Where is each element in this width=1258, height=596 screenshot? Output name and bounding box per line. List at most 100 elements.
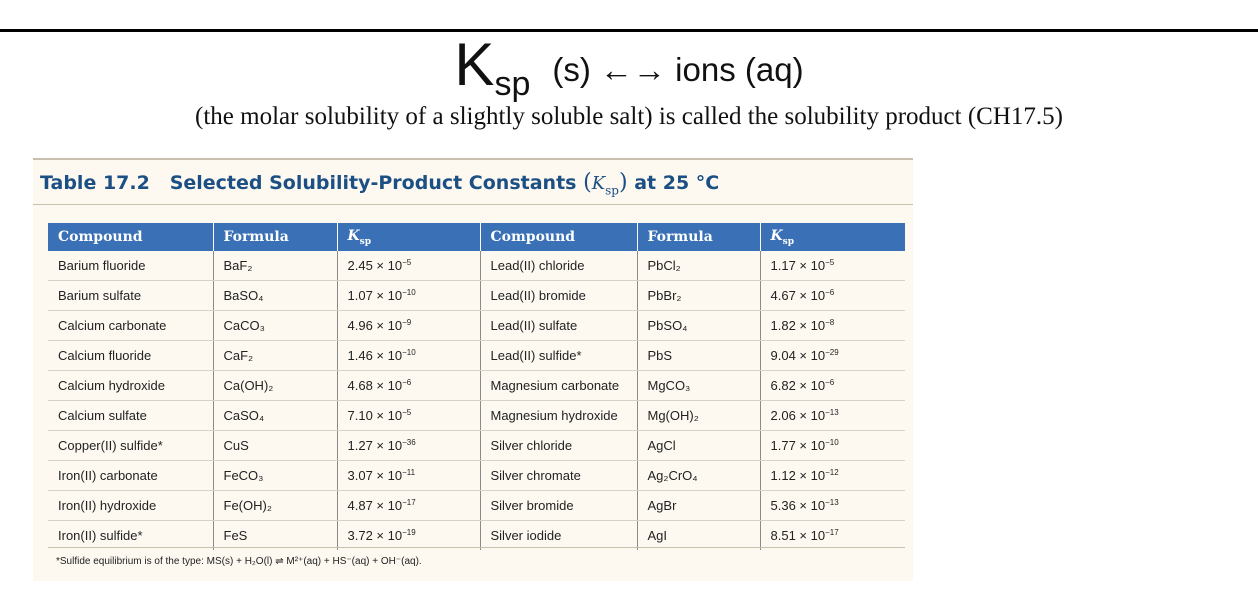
ksp-exponent: −5 (825, 258, 835, 267)
panel-rule-top (33, 158, 913, 160)
compound-cell: Copper(II) sulfide* (48, 430, 214, 461)
top-divider (0, 29, 1258, 32)
formula-cell: CaF₂ (213, 340, 338, 371)
ksp-exponent: −5 (402, 408, 412, 417)
ksp-cell: 1.12 × 10−12 (760, 460, 905, 491)
compound-cell: Iron(II) sulfide* (48, 520, 214, 550)
header-formula-2: Formula (637, 223, 761, 251)
table-title-ksp: (Ksp) (583, 170, 628, 198)
panel-rule-mid (33, 204, 913, 205)
compound-cell: Lead(II) bromide (480, 280, 638, 311)
table-row: Iron(II) sulfide* FeS 3.72 × 10−19 Silver i… (48, 520, 905, 550)
ksp-cell: 4.87 × 10−17 (337, 490, 481, 521)
table-row: Copper(II) sulfide* CuS 1.27 × 10−36 Silver… (48, 430, 905, 461)
header-compound-2: Compound (480, 223, 638, 251)
panel-rule-bottom (48, 547, 905, 548)
compound-cell: Iron(II) hydroxide (48, 490, 214, 521)
ksp-cell: 4.68 × 10−6 (337, 370, 481, 401)
table-row: Iron(II) hydroxide Fe(OH)₂ 4.87 × 10−17 Sil… (48, 490, 905, 521)
ksp-exponent: −13 (825, 498, 839, 507)
table-row: Iron(II) carbonate FeCO₃ 3.07 × 10−11 Silve… (48, 460, 905, 491)
ksp-exponent: −10 (825, 438, 839, 447)
ksp-cell: 8.51 × 10−17 (770, 528, 839, 543)
header-compound-1: Compound (48, 223, 214, 251)
ksp-exponent: −36 (402, 438, 416, 447)
ksp-exponent: −12 (825, 468, 839, 477)
ksp-exponent: −19 (402, 528, 416, 537)
table-title-k: K (591, 173, 606, 194)
ksp-exponent: −11 (402, 468, 416, 477)
table-row: Calcium hydroxide Ca(OH)₂ 4.68 × 10−6 Magne… (48, 370, 905, 401)
compound-cell: Calcium sulfate (48, 400, 214, 431)
page-subtitle: (the molar solubility of a slightly solu… (195, 103, 1063, 130)
ksp-cell: 5.36 × 10−13 (760, 490, 905, 521)
compound-cell: Magnesium carbonate (480, 370, 638, 401)
compound-cell: Silver bromide (480, 490, 638, 521)
formula-cell: AgBr (637, 490, 761, 521)
ksp-cell: 3.07 × 10−11 (337, 460, 481, 491)
compound-cell: Magnesium hydroxide (480, 400, 638, 431)
formula-cell: PbBr₂ (637, 280, 761, 311)
table-row: Calcium sulfate CaSO₄ 7.10 × 10−5 Magnesium… (48, 400, 905, 431)
formula-cell: Ag₂CrO₄ (637, 460, 761, 491)
ksp-cell: 1.17 × 10−5 (760, 251, 905, 281)
ksp-exponent: −10 (402, 348, 416, 357)
ksp-exponent: −8 (825, 318, 835, 327)
heading-k-sub: sp (494, 65, 531, 103)
ksp-cell: 3.72 × 10−19 (337, 520, 481, 550)
compound-cell: Calcium carbonate (48, 310, 214, 341)
compound-cell: Iron(II) carbonate (48, 460, 214, 491)
ksp-cell: 1.07 × 10−10 (337, 280, 481, 311)
formula-cell: CaSO₄ (213, 400, 338, 431)
ksp-cell: 1.46 × 10−10 (337, 340, 481, 371)
formula-cell: PbCl₂ (637, 251, 761, 281)
ksp-exponent: −13 (825, 408, 839, 417)
header-ksp-2: Ksp (760, 223, 905, 251)
table-title-suffix: at 25 °C (634, 172, 720, 194)
table-row: Barium sulfate BaSO₄ 1.07 × 10−10 Lead(II) … (48, 280, 905, 311)
compound-cell: Lead(II) sulfide* (480, 340, 638, 371)
table-row: Barium fluoride BaF₂ 2.45 × 10−5 Lead(II) c… (48, 251, 905, 281)
table-panel: Table 17.2 Selected Solubility-Product C… (33, 158, 913, 581)
ksp-cell: 1.82 × 10−8 (760, 310, 905, 341)
table-title-number: Table 17.2 (40, 172, 150, 194)
ksp-cell: 1.77 × 10−10 (760, 430, 905, 461)
table-title: Table 17.2 Selected Solubility-Product C… (40, 170, 719, 197)
page-heading: Ksp (s) ←→ ions (aq) (0, 30, 1258, 103)
compound-cell: Silver chromate (480, 460, 638, 491)
ksp-exponent: −29 (825, 348, 839, 357)
ksp-table: Compound Formula Ksp Compound Formula Ks… (48, 223, 905, 550)
formula-cell: MgCO₃ (637, 370, 761, 401)
ksp-cell: 6.82 × 10−6 (760, 370, 905, 401)
table-title-k-sub: sp (605, 183, 619, 198)
compound-cell: Barium sulfate (48, 280, 214, 311)
formula-cell: PbS (637, 340, 761, 371)
ksp-cell: 4.67 × 10−6 (760, 280, 905, 311)
header-ksp-1: Ksp (337, 223, 481, 251)
ksp-exponent: −6 (825, 288, 835, 297)
compound-cell: Calcium fluoride (48, 340, 214, 371)
table-title-main: Selected Solubility-Product Constants (169, 172, 577, 194)
compound-cell: Silver iodide (480, 520, 638, 550)
ksp-cell: 2.45 × 10−5 (337, 251, 481, 281)
table-header-row: Compound Formula Ksp Compound Formula Ks… (48, 223, 905, 251)
ksp-cell: 2.06 × 10−13 (760, 400, 905, 431)
formula-cell: PbSO₄ (637, 310, 761, 341)
ksp-exponent: −6 (825, 378, 835, 387)
header-formula-1: Formula (213, 223, 338, 251)
ksp-exponent: −17 (825, 528, 839, 537)
heading-k: K (454, 31, 495, 98)
formula-cell: CaCO₃ (213, 310, 338, 341)
compound-cell: Lead(II) sulfate (480, 310, 638, 341)
ksp-exponent: −17 (402, 498, 416, 507)
formula-cell: AgI (637, 520, 761, 550)
compound-cell: Calcium hydroxide (48, 370, 214, 401)
table-row: Calcium carbonate CaCO₃ 4.96 × 10−9 Lead(II… (48, 310, 905, 341)
compound-cell: Lead(II) chloride (480, 251, 638, 281)
formula-cell: FeS (213, 520, 338, 550)
ksp-cell: 4.96 × 10−9 (337, 310, 481, 341)
ksp-cell: 7.10 × 10−5 (337, 400, 481, 431)
compound-cell: Silver chloride (480, 430, 638, 461)
heading-rest: (s) ←→ ions (aq) (552, 51, 804, 88)
ksp-exponent: −10 (402, 288, 416, 297)
